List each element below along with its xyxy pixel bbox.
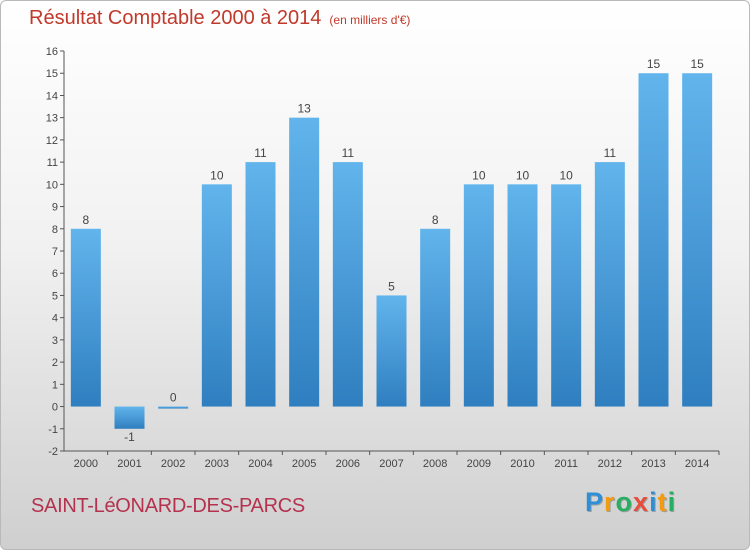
- x-tick-label: 2012: [598, 458, 622, 470]
- bar: [638, 73, 669, 407]
- x-tick-label: 2013: [641, 458, 665, 470]
- x-tick-label: 2001: [117, 458, 141, 470]
- y-tick-label: 10: [46, 179, 58, 191]
- bar: [376, 295, 407, 407]
- y-tick-label: 6: [52, 268, 58, 280]
- value-label: 10: [559, 168, 573, 182]
- y-tick-label: 12: [46, 135, 58, 147]
- value-label: 11: [254, 146, 267, 160]
- y-tick-label: 15: [46, 68, 58, 80]
- bar: [289, 117, 320, 407]
- bar: [463, 184, 494, 407]
- x-tick-label: 2006: [336, 458, 360, 470]
- logo-letter: o: [615, 487, 634, 517]
- y-tick-label: 2: [52, 357, 58, 369]
- x-tick-label: 2002: [161, 458, 185, 470]
- y-tick-label: -2: [48, 446, 58, 458]
- logo-letter: x: [633, 487, 650, 517]
- bar: [551, 184, 582, 407]
- y-tick-label: 4: [52, 313, 58, 325]
- value-label: 13: [297, 102, 311, 116]
- x-tick-label: 2008: [423, 458, 447, 470]
- x-tick-label: 2014: [685, 458, 709, 470]
- logo-letter: P: [585, 487, 605, 517]
- y-tick-label: 0: [52, 402, 58, 414]
- bar: [594, 162, 625, 407]
- bar: [682, 73, 713, 407]
- bar: [158, 406, 189, 409]
- y-tick-label: 14: [46, 90, 58, 102]
- logo-letter: t: [657, 487, 668, 517]
- value-label: 8: [432, 213, 439, 227]
- y-tick-label: 16: [46, 46, 58, 58]
- y-tick-label: 1: [52, 379, 58, 391]
- x-tick-label: 2005: [292, 458, 316, 470]
- y-tick-label: 8: [52, 224, 58, 236]
- value-label: 15: [690, 57, 704, 71]
- value-label: 11: [342, 146, 355, 160]
- y-tick-label: 5: [52, 290, 58, 302]
- value-label: 10: [472, 168, 486, 182]
- y-tick-label: 13: [46, 113, 58, 125]
- y-tick-label: 11: [47, 157, 58, 169]
- value-label: 0: [170, 391, 177, 405]
- y-tick-label: 7: [52, 246, 58, 258]
- x-tick-label: 2004: [248, 458, 272, 470]
- logo-letter: r: [604, 487, 616, 517]
- logo-letter: i: [649, 487, 658, 517]
- bar: [420, 228, 451, 407]
- x-tick-label: 2010: [510, 458, 534, 470]
- x-tick-label: 2011: [554, 458, 578, 470]
- title-text: Résultat Comptable 2000 à 2014: [29, 7, 322, 29]
- x-tick-label: 2007: [379, 458, 403, 470]
- bar: [332, 162, 363, 407]
- value-label: 8: [82, 213, 89, 227]
- x-tick-label: 2003: [205, 458, 229, 470]
- x-tick-label: 2000: [74, 458, 98, 470]
- value-label: 10: [210, 168, 224, 182]
- bar: [114, 406, 145, 429]
- bar: [201, 184, 232, 407]
- value-label: 10: [516, 168, 530, 182]
- bar: [245, 162, 276, 407]
- y-tick-label: 3: [52, 335, 58, 347]
- value-label: -1: [124, 430, 135, 444]
- y-tick-label: 9: [52, 202, 58, 214]
- value-label: 5: [388, 279, 395, 293]
- bar: [70, 228, 101, 407]
- value-label: 11: [604, 146, 617, 160]
- y-tick-label: -1: [48, 424, 58, 436]
- commune-name: SAINT-LéONARD-DES-PARCS: [31, 495, 305, 517]
- x-tick-label: 2009: [467, 458, 491, 470]
- bar: [507, 184, 538, 407]
- logo-letter: i: [667, 487, 677, 517]
- chart-title: Résultat Comptable 2000 à 2014 (en millie…: [29, 7, 410, 30]
- proxiti-logo: Proxiti: [585, 487, 676, 518]
- value-label: 15: [647, 57, 661, 71]
- unit-label: (en milliers d'€): [329, 13, 411, 27]
